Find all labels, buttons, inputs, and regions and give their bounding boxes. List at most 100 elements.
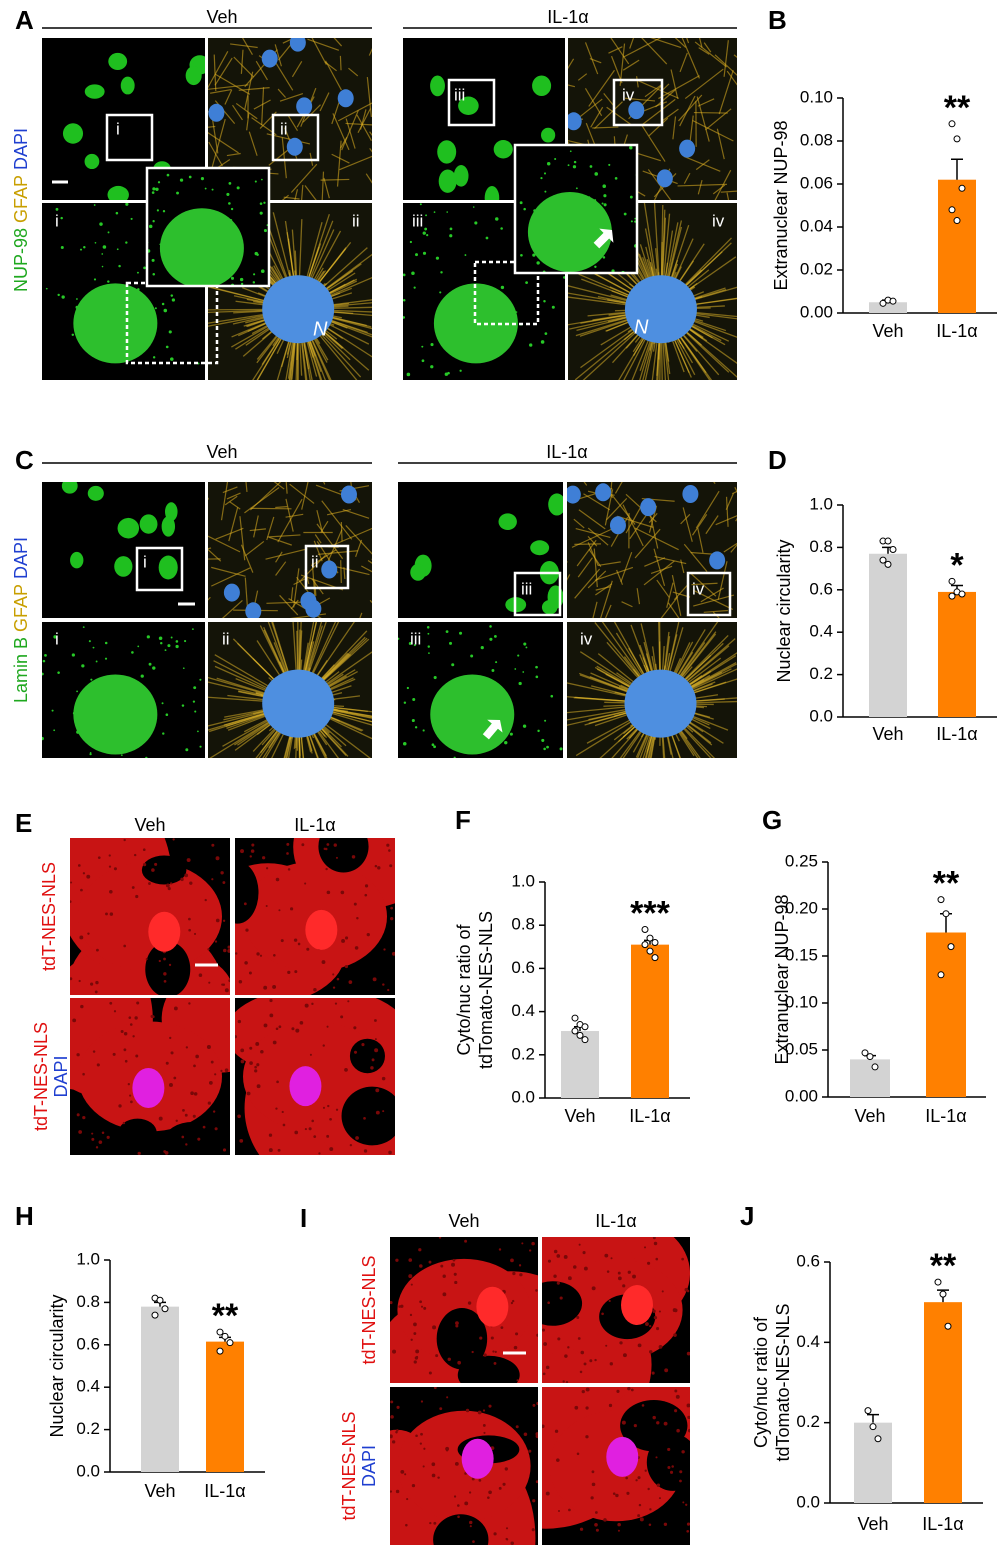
speckle [349, 1143, 353, 1147]
inset-box [304, 544, 350, 590]
fiber [311, 325, 358, 380]
speckle [170, 1051, 174, 1055]
speckle [262, 856, 266, 860]
data-point [869, 1423, 877, 1431]
speckle [413, 1360, 417, 1364]
speckle [391, 951, 395, 956]
speckle [263, 201, 266, 204]
fiber [328, 527, 372, 548]
speckle [104, 657, 108, 660]
cell-nucleus [120, 76, 135, 95]
speckle [686, 1351, 690, 1356]
cell-nucleus [437, 140, 457, 164]
speckle [622, 1353, 627, 1358]
speckle [687, 1415, 690, 1420]
speckle [184, 1113, 188, 1117]
speckle [568, 1508, 571, 1512]
speckle [220, 871, 224, 875]
speckle [413, 1332, 417, 1335]
speckle [351, 855, 356, 859]
speckle [91, 1137, 95, 1141]
speckle [128, 1016, 132, 1019]
speckle [383, 948, 386, 951]
speckle [92, 1050, 96, 1053]
fiber [690, 297, 737, 306]
group-header: Veh [134, 815, 165, 835]
y-tick-label: 0.0 [511, 1087, 535, 1106]
cell-nucleus [73, 283, 158, 364]
fiber [301, 482, 309, 510]
speckle [544, 719, 547, 722]
speckle [134, 1016, 138, 1020]
fiber [577, 73, 588, 81]
speckle [260, 1050, 264, 1054]
speckle [163, 979, 167, 983]
speckle [212, 1110, 216, 1113]
bar [631, 944, 669, 1098]
speckle [442, 1274, 446, 1278]
speckle [142, 848, 146, 852]
speckle [543, 1342, 548, 1346]
speckle [120, 1029, 124, 1033]
speckle [627, 1387, 631, 1391]
micrograph [208, 622, 372, 758]
speckle [171, 298, 176, 302]
speckle [214, 1073, 217, 1076]
fiber [296, 576, 309, 593]
data-point [581, 1023, 589, 1031]
y-tick-label: 0.04 [800, 216, 833, 235]
speckle [418, 1248, 422, 1252]
speckle [269, 998, 273, 1003]
speckle [82, 626, 85, 629]
speckle [89, 752, 92, 754]
cell-nucleus [245, 602, 262, 618]
y-tick-label: 0.02 [800, 259, 833, 278]
fiber [691, 582, 718, 586]
speckle [275, 1027, 279, 1031]
fiber [631, 327, 654, 380]
speckle [122, 1121, 126, 1125]
speckle [311, 1119, 314, 1123]
cell-nucleus [289, 1066, 322, 1107]
y-tick-label: 0.2 [809, 664, 833, 683]
speckle [595, 1528, 599, 1532]
speckle [118, 1104, 122, 1108]
fiber [676, 331, 713, 380]
speckle [151, 191, 155, 194]
speckle [227, 945, 230, 949]
speckle [468, 1491, 472, 1494]
speckle [605, 1344, 608, 1347]
speckle [198, 973, 203, 977]
speckle [157, 181, 161, 184]
speckle [398, 637, 400, 640]
speckle [184, 873, 189, 878]
fiber [326, 299, 372, 307]
speckle [142, 862, 147, 867]
cell-nucleus [679, 139, 696, 158]
speckle [500, 227, 503, 230]
cell-nucleus [609, 516, 626, 535]
fiber [249, 528, 266, 532]
inset-label: iv [712, 211, 725, 230]
speckle [81, 664, 85, 668]
fiber [604, 604, 612, 618]
speckle [632, 1274, 636, 1279]
speckle [669, 1470, 674, 1474]
stain-label: DAPI [51, 1055, 71, 1097]
fiber [293, 568, 300, 608]
fiber [208, 51, 229, 89]
speckle [656, 1483, 661, 1487]
fiber [290, 163, 318, 193]
speckle [409, 240, 413, 244]
speckle [95, 660, 98, 663]
speckle [464, 1239, 468, 1243]
speckle [301, 843, 305, 847]
speckle [464, 1501, 469, 1506]
fiber [319, 92, 330, 112]
fiber [725, 493, 734, 510]
fiber [208, 308, 275, 311]
fiber [691, 514, 708, 536]
speckle [93, 278, 97, 281]
fiber [660, 204, 664, 287]
micrograph [542, 1237, 690, 1383]
